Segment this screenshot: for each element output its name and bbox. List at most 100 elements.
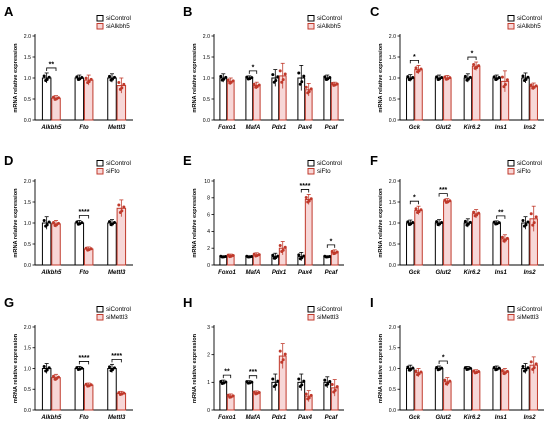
y-tick-label: 1.5 <box>24 346 31 352</box>
legend-label: siControl <box>317 160 342 167</box>
bar-treatment <box>83 384 94 411</box>
legend-swatch-control <box>96 160 104 167</box>
legend-swatch-control <box>507 160 515 167</box>
x-category-label: Gck <box>409 270 421 276</box>
x-category-label: Ins1 <box>495 125 508 131</box>
legend-swatch-control <box>507 306 515 313</box>
replicate-dot <box>42 365 46 369</box>
legend-label: siControl <box>517 160 542 167</box>
replicate-dot <box>52 220 56 224</box>
bar-treatment <box>116 207 127 266</box>
replicate-dot <box>271 253 275 257</box>
y-tick-label: 0.0 <box>203 118 210 124</box>
replicate-dot <box>306 397 310 401</box>
bar-treatment <box>226 80 235 121</box>
replicate-dot <box>283 245 287 249</box>
replicate-dot <box>278 244 282 248</box>
x-category-label: Pax4 <box>298 125 313 131</box>
legend-swatch-control <box>307 160 315 167</box>
legend-label: siControl <box>517 15 542 22</box>
bar-control <box>406 77 415 121</box>
replicate-dot <box>220 78 224 82</box>
replicate-dot <box>122 391 126 395</box>
replicate-dot <box>526 366 530 370</box>
replicate-dot <box>522 224 526 228</box>
replicate-dot <box>250 380 254 384</box>
replicate-dot <box>531 223 535 227</box>
replicate-dot <box>89 383 93 387</box>
y-tick-label: 2.0 <box>24 179 31 185</box>
replicate-dot <box>298 82 302 86</box>
legend-swatch-treatment <box>307 23 315 30</box>
replicate-dot <box>272 384 276 388</box>
bar-treatment <box>414 69 423 121</box>
replicate-dot <box>280 80 284 84</box>
replicate-dot <box>231 254 235 258</box>
legend-label: siAlkbh5 <box>517 23 541 30</box>
replicate-dot <box>276 379 280 383</box>
replicate-dot <box>298 257 302 261</box>
replicate-dot <box>414 369 418 373</box>
bar-treatment <box>116 392 127 411</box>
bar-control <box>463 77 473 121</box>
y-tick-label: 0.5 <box>389 387 396 393</box>
y-tick-label: 1.5 <box>24 200 31 206</box>
replicate-dot <box>257 253 261 257</box>
significance-bracket <box>46 67 57 71</box>
replicate-dot <box>224 254 228 258</box>
x-category-label: Mettl3 <box>108 415 126 421</box>
replicate-dot <box>534 215 538 219</box>
replicate-dot <box>463 219 467 223</box>
replicate-dot <box>254 392 258 396</box>
y-tick-label: 3 <box>207 325 210 331</box>
replicate-dot <box>112 220 116 224</box>
bar-control <box>434 222 444 266</box>
replicate-dot <box>224 75 228 79</box>
replicate-dot <box>419 67 423 71</box>
legend-swatch-treatment <box>307 168 315 175</box>
panel-letter: C <box>370 4 380 19</box>
replicate-dot <box>335 250 339 254</box>
x-category-label: Pax4 <box>298 270 313 276</box>
replicate-dot <box>254 85 258 89</box>
x-category-label: Glut2 <box>436 415 452 421</box>
legend-swatch-control <box>507 15 515 22</box>
replicate-dot <box>494 77 498 81</box>
y-axis-label: mRNA relative expression <box>13 188 19 258</box>
y-tick-label: 0.5 <box>203 97 210 103</box>
x-category-label: Kir6.2 <box>464 415 481 421</box>
bar-control <box>406 368 415 411</box>
bar-control <box>41 368 52 411</box>
replicate-dot <box>117 81 121 85</box>
replicate-dot <box>502 85 506 89</box>
replicate-dot <box>224 380 228 384</box>
bar-treatment <box>51 223 61 266</box>
replicate-dot <box>89 77 93 81</box>
replicate-dot <box>44 79 48 83</box>
replicate-dot <box>306 200 310 204</box>
significance-bracket <box>111 358 122 363</box>
y-tick-label: 2.0 <box>24 34 31 40</box>
significance-bracket <box>300 189 310 193</box>
replicate-dot <box>304 392 308 396</box>
replicate-dot <box>80 366 84 370</box>
y-tick-label: 1.5 <box>389 346 396 352</box>
replicate-dot <box>330 383 334 387</box>
y-tick-label: 2.0 <box>203 34 210 40</box>
replicate-dot <box>406 75 410 79</box>
replicate-dot <box>419 208 423 212</box>
x-category-label: Ins2 <box>524 270 537 276</box>
replicate-dot <box>444 77 448 81</box>
replicate-dot <box>283 352 287 356</box>
bar-control <box>245 381 254 411</box>
y-tick-label: 1.0 <box>24 221 31 227</box>
replicate-dot <box>280 250 284 254</box>
bar-control <box>492 222 501 266</box>
replicate-dot <box>436 77 440 81</box>
legend-label: siControl <box>317 15 342 22</box>
panel-letter: B <box>183 4 192 19</box>
x-category-label: Foxo1 <box>218 270 236 276</box>
